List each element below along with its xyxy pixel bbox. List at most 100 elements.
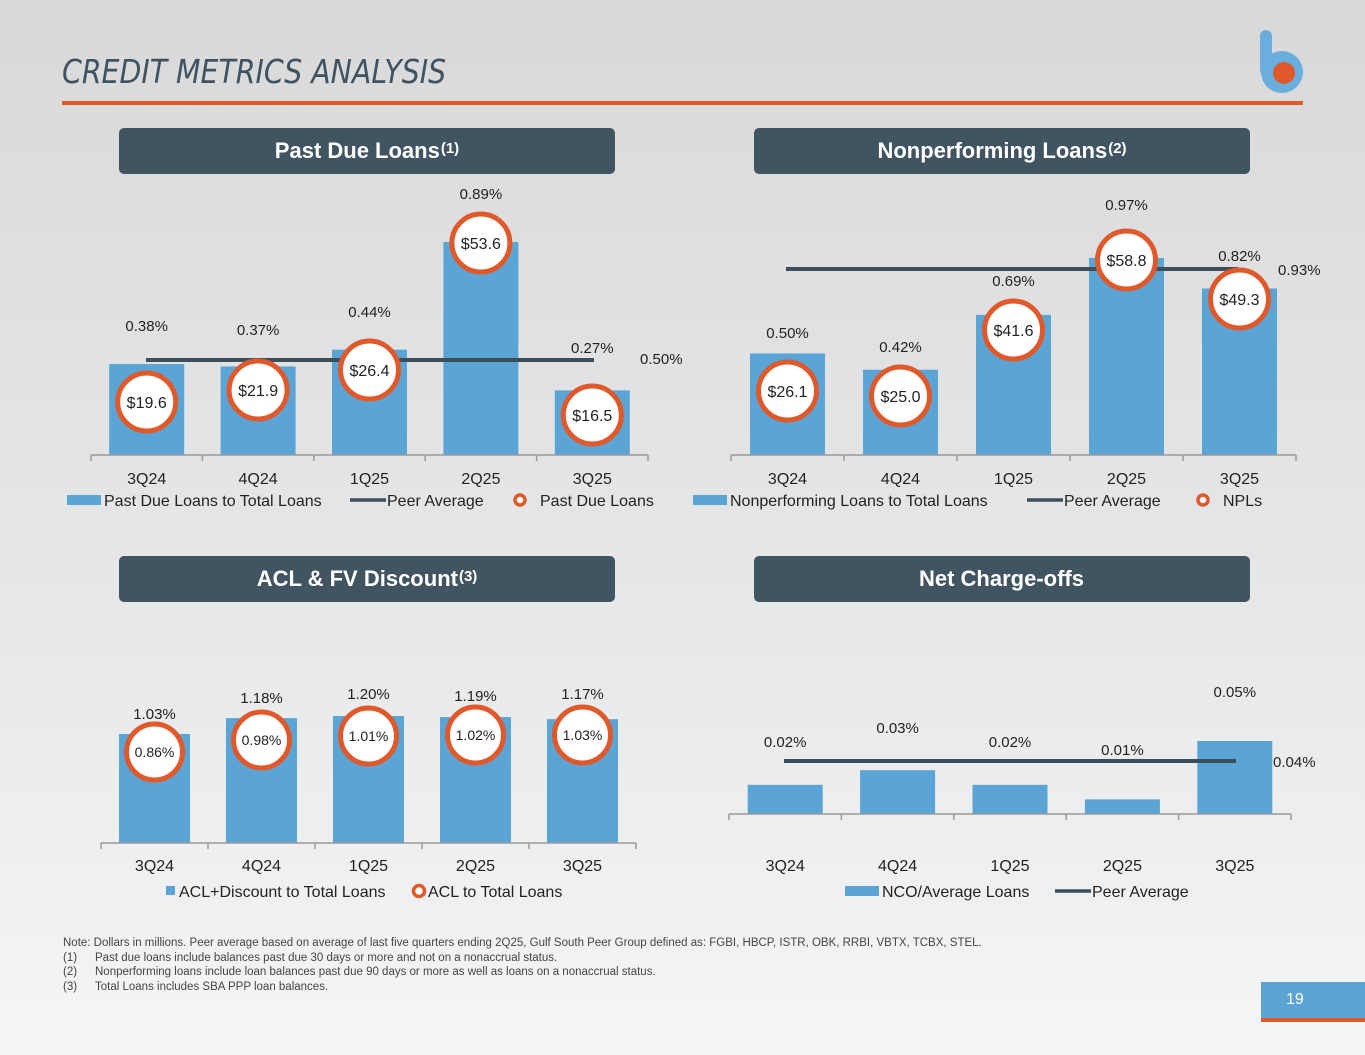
circle-marker-label: $58.8 xyxy=(1106,253,1146,270)
x-tick-label: 4Q24 xyxy=(881,471,920,488)
x-tick-label: 3Q24 xyxy=(127,471,166,488)
circle-marker-label: $16.5 xyxy=(572,408,612,425)
circle-marker xyxy=(338,705,399,767)
note-main: Note: Dollars in millions. Peer average … xyxy=(63,937,982,949)
company-logo-icon xyxy=(1260,30,1303,93)
bar-data-label: 0.01% xyxy=(1101,742,1144,759)
footnotes: Note: Dollars in millions. Peer average … xyxy=(63,936,982,994)
peer-average-label: 0.04% xyxy=(1273,754,1316,771)
legend-swatch-circle xyxy=(513,493,527,507)
legend-label: Peer Average xyxy=(387,493,484,510)
x-tick-label: 3Q24 xyxy=(135,858,174,875)
bar xyxy=(443,242,519,455)
bar-data-label: 1.03% xyxy=(133,706,176,723)
panel-title: Nonperforming Loans xyxy=(877,138,1108,163)
legend-label: NCO/Average Loans xyxy=(882,884,1029,901)
x-tick-label: 2Q25 xyxy=(461,471,500,488)
bar-data-label: 0.44% xyxy=(348,304,391,321)
bar-data-label: 0.03% xyxy=(876,720,919,737)
circle-marker xyxy=(445,704,506,766)
legend-swatch-bar xyxy=(67,495,101,505)
legend-label: Peer Average xyxy=(1064,493,1161,510)
bar-data-label: 0.05% xyxy=(1214,684,1257,701)
footnote-text: Past due loans include balances past due… xyxy=(95,951,558,964)
footnote-ref: (2) xyxy=(1108,139,1127,157)
circle-marker-label: 0.98% xyxy=(242,732,282,748)
bar xyxy=(1197,741,1273,814)
circle-marker xyxy=(552,704,613,766)
x-tick-label: 3Q25 xyxy=(1220,471,1259,488)
page-title: CREDIT METRICS ANALYSIS xyxy=(62,52,447,91)
panel-header-net-charge-offs: Net Charge-offs xyxy=(754,556,1250,602)
legend-label: ACL to Total Loans xyxy=(428,884,562,901)
x-tick-label: 2Q25 xyxy=(1103,858,1142,875)
bar-data-label: 0.27% xyxy=(571,340,614,357)
circle-marker xyxy=(982,298,1045,362)
circle-marker-label: $25.0 xyxy=(880,389,920,406)
footnote-number: (2) xyxy=(63,966,78,979)
circle-marker-label: $21.9 xyxy=(238,383,278,400)
footnote-text: Total Loans includes SBA PPP loan balanc… xyxy=(95,980,329,993)
page-number: 19 xyxy=(1261,982,1365,1022)
x-tick-label: 1Q25 xyxy=(349,858,388,875)
circle-marker-label: $41.6 xyxy=(993,323,1033,340)
circle-marker xyxy=(338,338,401,402)
legend-swatch-bar xyxy=(693,495,727,505)
legend-label: Nonperforming Loans to Total Loans xyxy=(730,493,988,510)
x-tick-label: 3Q25 xyxy=(573,471,612,488)
title-divider xyxy=(62,101,1303,105)
legend-label: Past Due Loans xyxy=(540,493,654,510)
bar xyxy=(860,770,936,814)
circle-marker-label: $19.6 xyxy=(127,395,167,412)
legend-label: Peer Average xyxy=(1092,884,1189,901)
bar-data-label: 0.02% xyxy=(989,734,1032,751)
x-tick-label: 1Q25 xyxy=(994,471,1033,488)
legend-label: ACL+Discount to Total Loans xyxy=(179,884,386,901)
circle-marker-label: $26.1 xyxy=(767,384,807,401)
bar-data-label: 1.18% xyxy=(240,690,283,707)
panel-header-nonperforming-loans: Nonperforming Loans (2) xyxy=(754,128,1250,174)
x-tick-label: 1Q25 xyxy=(350,471,389,488)
bar xyxy=(747,784,823,814)
bar-data-label: 0.37% xyxy=(237,322,280,339)
x-tick-label: 1Q25 xyxy=(990,858,1029,875)
panel-header-acl-fv-discount: ACL & FV Discount (3) xyxy=(119,556,615,602)
bar-data-label: 0.50% xyxy=(766,325,809,342)
footnote-ref: (3) xyxy=(458,567,478,585)
x-tick-label: 3Q25 xyxy=(563,858,602,875)
x-tick-label: 4Q24 xyxy=(878,858,917,875)
circle-marker-label: $49.3 xyxy=(1219,292,1259,309)
circle-marker xyxy=(1095,228,1158,292)
circle-marker xyxy=(231,709,292,771)
footnote-item: (3) Total Loans includes SBA PPP loan bal… xyxy=(63,980,982,995)
circle-marker-label: $53.6 xyxy=(461,236,501,253)
x-tick-label: 2Q25 xyxy=(1107,471,1146,488)
circle-marker xyxy=(560,383,624,447)
x-tick-label: 3Q24 xyxy=(768,471,807,488)
bar-data-label: 1.17% xyxy=(561,686,604,703)
panel-title: Past Due Loans xyxy=(274,138,440,163)
footnote-ref: (1) xyxy=(440,139,460,157)
legend-label: NPLs xyxy=(1223,493,1262,510)
bar-data-label: 0.89% xyxy=(460,186,503,203)
peer-average-label: 0.93% xyxy=(1278,262,1321,279)
circle-marker-label: 1.02% xyxy=(456,727,496,743)
legend-swatch-circle xyxy=(411,883,427,899)
footnote-item: (1) Past due loans include balances past … xyxy=(63,951,982,966)
circle-marker-label: 1.03% xyxy=(563,727,603,743)
bar-data-label: 1.20% xyxy=(347,686,390,703)
circle-marker xyxy=(449,211,513,275)
bar-data-label: 0.42% xyxy=(879,339,922,356)
bar-data-label: 0.38% xyxy=(125,318,168,335)
footnote-number: (1) xyxy=(63,951,78,964)
peer-average-label: 0.50% xyxy=(640,351,683,368)
circle-marker xyxy=(226,358,290,422)
panel-header-past-due-loans: Past Due Loans (1) xyxy=(119,128,615,174)
panel-title: ACL & FV Discount xyxy=(256,566,458,591)
legend-label: Past Due Loans to Total Loans xyxy=(104,493,322,510)
bar-data-label: 0.69% xyxy=(992,273,1035,290)
panel-title: Net Charge-offs xyxy=(918,566,1084,591)
footnote-item: (2) Nonperforming loans include loan bala… xyxy=(63,965,982,980)
footnote-number: (3) xyxy=(63,980,78,993)
